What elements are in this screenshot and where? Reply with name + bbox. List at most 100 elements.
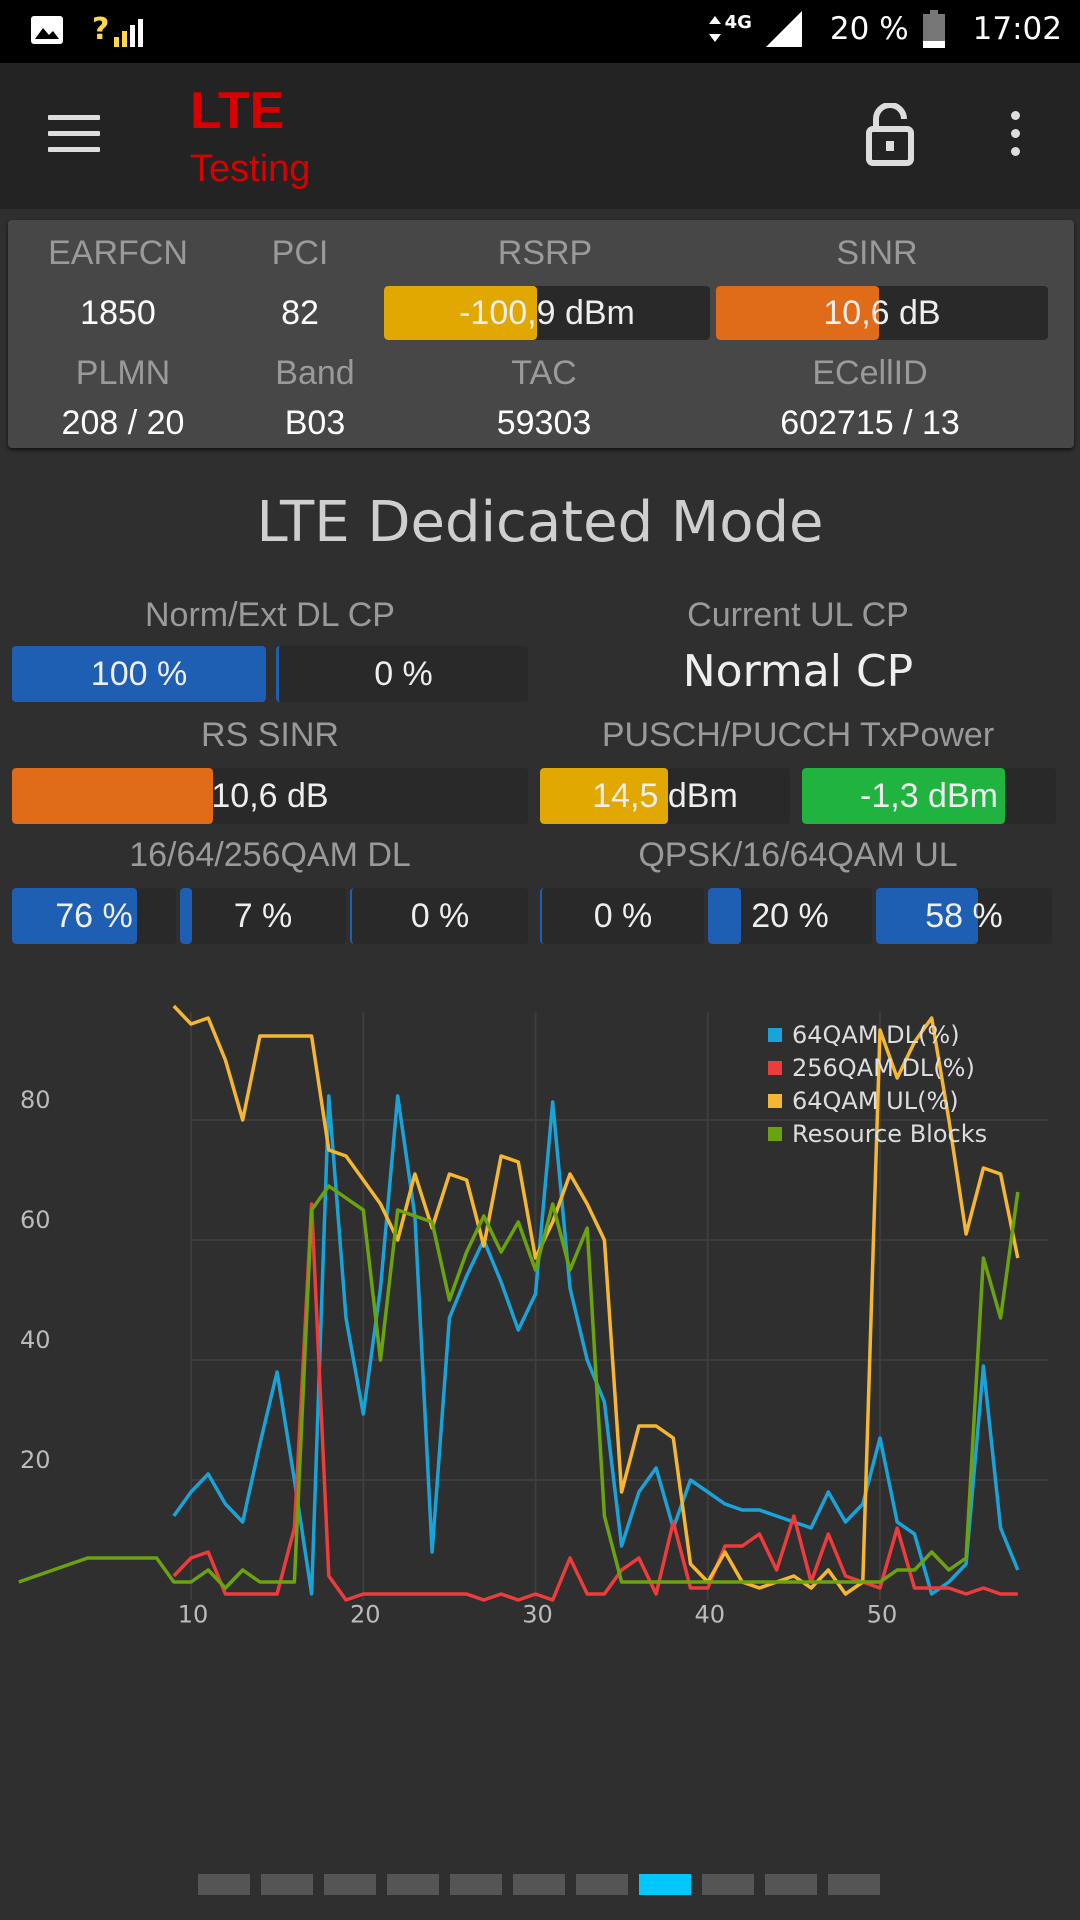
mode-title: LTE Dedicated Mode xyxy=(256,490,824,555)
qam256-dl-bar: 0 % xyxy=(350,888,528,944)
rsrp-label: RSRP xyxy=(497,234,593,272)
qam64-dl-bar: 7 % xyxy=(180,888,346,944)
sinr-label: SINR xyxy=(836,234,918,272)
qam64-dl-value: 7 % xyxy=(233,896,293,935)
pucch-bar: -1,3 dBm xyxy=(802,768,1056,824)
y-tick-label: 60 xyxy=(20,1206,51,1234)
image-notification-icon xyxy=(31,15,63,44)
qam16-ul-bar-fill xyxy=(708,888,741,944)
qam-dl-label: 16/64/256QAM DL xyxy=(129,836,411,874)
page-dot[interactable] xyxy=(450,1874,502,1895)
tac-label: TAC xyxy=(511,354,577,392)
qam64-ul-bar: 58 % xyxy=(876,888,1052,944)
page-dot[interactable] xyxy=(639,1874,691,1895)
signal-icon: ? xyxy=(92,12,144,47)
series-line-2 xyxy=(172,1004,1020,1596)
page-dot[interactable] xyxy=(765,1874,817,1895)
page-dot[interactable] xyxy=(828,1874,880,1895)
menu-button[interactable] xyxy=(48,115,100,153)
signal-unknown-label: ? xyxy=(92,12,110,47)
dl-cp-extended-bar: 0 % xyxy=(276,646,528,702)
x-tick-label: 30 xyxy=(522,1601,553,1629)
rs-sinr-bar-fill xyxy=(12,768,214,824)
legend-label: 64QAM DL(%) xyxy=(792,1020,960,1049)
battery-icon xyxy=(922,10,945,48)
pci-label: PCI xyxy=(271,234,329,272)
lock-icon[interactable] xyxy=(866,103,914,167)
legend-item: Resource Blocks xyxy=(768,1117,987,1150)
qam16-ul-bar: 20 % xyxy=(708,888,872,944)
series-line-1 xyxy=(172,1202,1018,1602)
qam16-dl-value: 76 % xyxy=(55,896,133,935)
plmn-label: PLMN xyxy=(75,354,171,392)
qam256-dl-value: 0 % xyxy=(410,896,470,935)
status-bar: ? 4G 20 % 17:02 xyxy=(0,0,1080,63)
ul-cp-label: Current UL CP xyxy=(687,596,909,634)
legend-item: 256QAM DL(%) xyxy=(768,1051,987,1084)
page-dot[interactable] xyxy=(387,1874,439,1895)
x-tick-label: 40 xyxy=(694,1601,725,1629)
qam16-dl-bar-fill xyxy=(12,888,137,944)
qpsk-ul-value: 0 % xyxy=(593,896,653,935)
pusch-value: 14,5 dBm xyxy=(592,776,738,815)
band-label: Band xyxy=(275,354,355,392)
qam16-dl-bar: 76 % xyxy=(12,888,176,944)
rsrp-bar: -100,9 dBm xyxy=(384,286,710,340)
txpower-label: PUSCH/PUCCH TxPower xyxy=(601,716,995,754)
rsrp-value: -100,9 dBm xyxy=(459,293,635,332)
y-tick-label: 80 xyxy=(20,1086,51,1114)
data-arrows-icon xyxy=(708,16,721,42)
pci-value: 82 xyxy=(281,294,319,332)
dl-cp-label: Norm/Ext DL CP xyxy=(144,596,395,634)
y-tick-label: 40 xyxy=(20,1326,51,1354)
app-title-lte: LTE xyxy=(190,82,285,140)
legend-label: Resource Blocks xyxy=(792,1119,988,1148)
pucch-bar-fill xyxy=(802,768,1006,824)
pusch-bar: 14,5 dBm xyxy=(540,768,790,824)
tac-value: 59303 xyxy=(496,404,592,442)
page-dot[interactable] xyxy=(324,1874,376,1895)
earfcn-label: EARFCN xyxy=(48,234,188,272)
x-tick-label: 10 xyxy=(178,1601,209,1629)
x-tick-label: 50 xyxy=(867,1601,898,1629)
legend-label: 256QAM DL(%) xyxy=(792,1053,975,1082)
rs-sinr-label: RS SINR xyxy=(201,716,339,754)
qpsk-ul-bar: 0 % xyxy=(540,888,704,944)
pusch-bar-fill xyxy=(540,768,668,824)
pucch-value: -1,3 dBm xyxy=(860,776,998,815)
battery-percent: 20 % xyxy=(829,11,909,47)
plmn-value: 208 / 20 xyxy=(61,404,185,442)
rs-sinr-bar: 10,6 dB xyxy=(12,768,528,824)
qam16-ul-value: 20 % xyxy=(751,896,829,935)
page-indicator[interactable] xyxy=(198,1874,880,1895)
more-options-icon[interactable] xyxy=(1000,111,1030,159)
page-dot[interactable] xyxy=(513,1874,565,1895)
cellular-signal-icon xyxy=(765,11,802,47)
y-tick-label: 20 xyxy=(20,1446,51,1474)
rs-sinr-value: 10,6 dB xyxy=(211,776,329,815)
page-dot[interactable] xyxy=(261,1874,313,1895)
app-title: LTE Testing xyxy=(190,83,310,193)
legend-item: 64QAM UL(%) xyxy=(768,1084,987,1117)
series-line-3 xyxy=(18,1184,1020,1590)
dl-cp-normal-bar: 100 % xyxy=(12,646,266,702)
ecellid-label: ECellID xyxy=(812,354,928,392)
sinr-value: 10,6 dB xyxy=(823,293,941,332)
sinr-bar: 10,6 dB xyxy=(716,286,1048,340)
legend-item: 64QAM DL(%) xyxy=(768,1018,987,1051)
page-dot[interactable] xyxy=(702,1874,754,1895)
qam64-ul-bar-fill xyxy=(876,888,979,944)
page-dot[interactable] xyxy=(576,1874,628,1895)
ecellid-value: 602715 / 13 xyxy=(780,404,960,442)
app-subtitle: Testing xyxy=(190,148,311,190)
qam-ul-label: QPSK/16/64QAM UL xyxy=(638,836,958,874)
legend-label: 64QAM UL(%) xyxy=(792,1086,959,1115)
network-type: 4G xyxy=(724,11,752,33)
sinr-bar-fill xyxy=(716,286,879,340)
qam64-ul-value: 58 % xyxy=(925,896,1003,935)
app-bar: LTE Testing xyxy=(0,63,1080,209)
qam64-dl-bar-fill xyxy=(180,888,192,944)
page-dot[interactable] xyxy=(198,1874,250,1895)
clock: 17:02 xyxy=(972,11,1062,47)
